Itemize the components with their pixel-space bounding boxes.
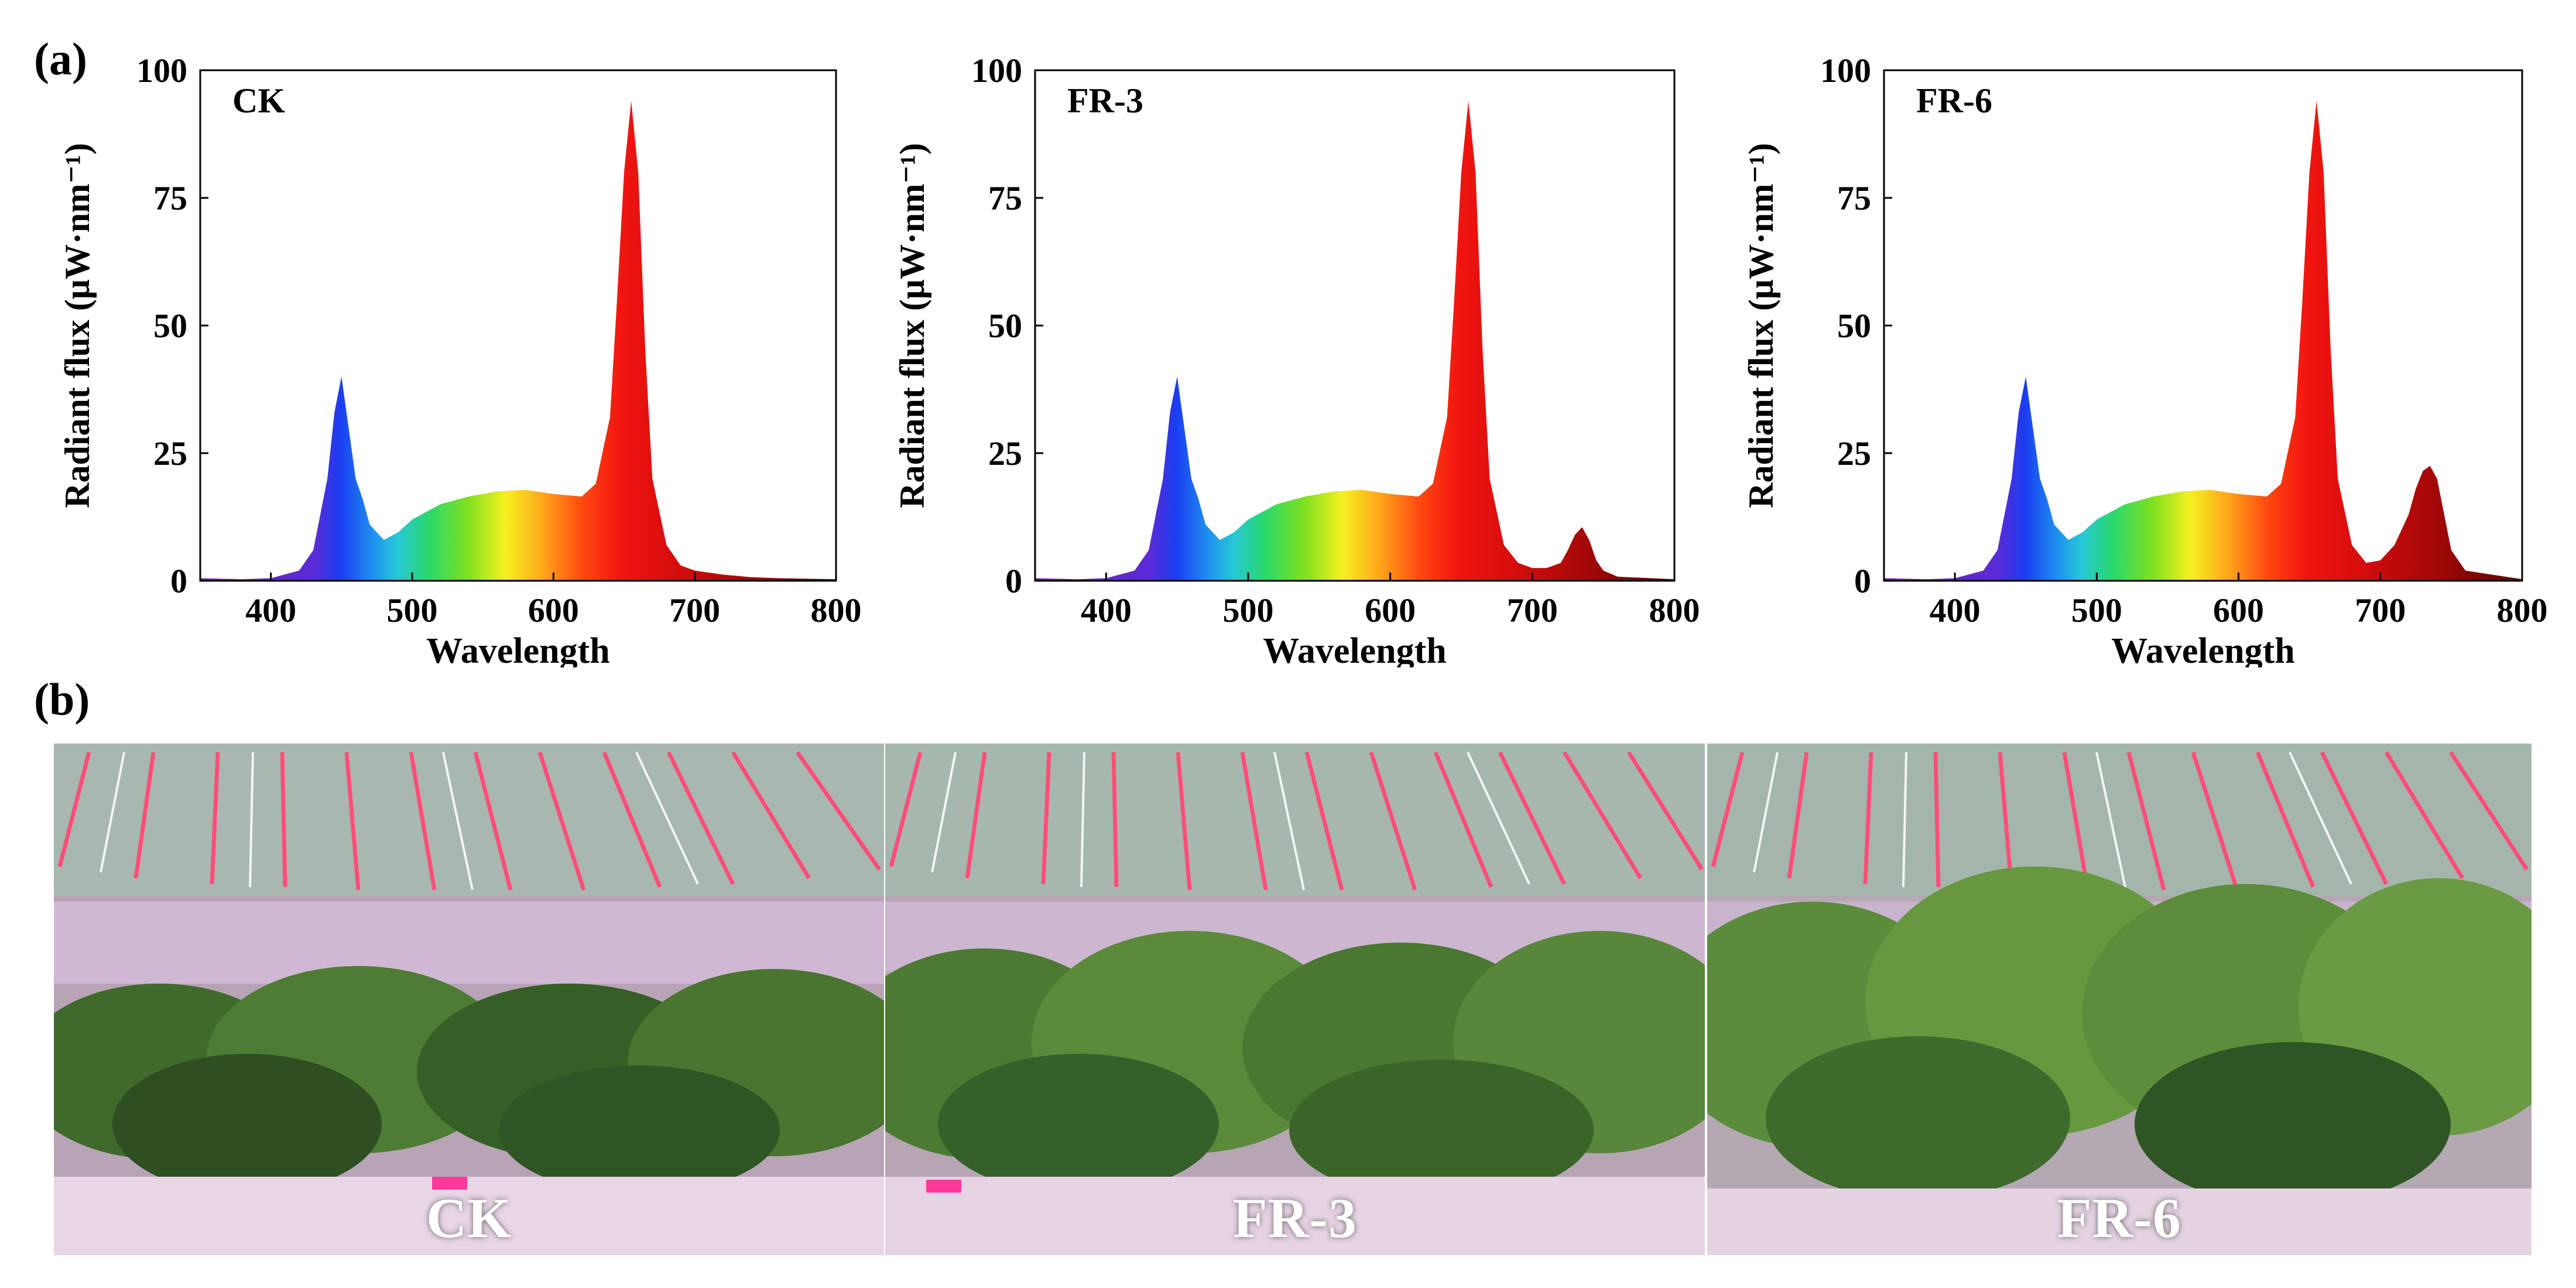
spectrum-area (1884, 101, 2522, 581)
y-tick-label: 100 (136, 52, 187, 90)
plant-photos: CK (54, 744, 2532, 1255)
y-tick-label: 0 (170, 562, 187, 600)
chart-title: CK (232, 81, 285, 120)
growth-room-image (1707, 744, 2532, 1255)
spectrum-area (1035, 101, 1674, 581)
chart-title: FR-6 (1916, 81, 1992, 120)
photo-fr3: FR-3 (885, 744, 1705, 1255)
x-tick-label: 600 (2213, 591, 2264, 629)
x-tick-label: 800 (1649, 591, 1700, 629)
chart-fr6: 400 500 600 700 800 0 25 50 75 100 FR-6 Wavelength R… (1742, 52, 2548, 667)
chart-title: FR-3 (1067, 81, 1143, 120)
x-tick-label: 600 (1365, 591, 1416, 629)
y-tick-label: 75 (153, 179, 187, 217)
x-axis-label: Wavelength (426, 631, 609, 667)
x-tick-label: 700 (1507, 591, 1558, 629)
y-tick-label: 75 (988, 179, 1022, 217)
y-tick-label: 50 (153, 307, 187, 345)
x-tick-label: 500 (2071, 591, 2122, 629)
photo-fr6: FR-6 (1707, 744, 2532, 1255)
y-axis-label: Radiant flux (μW·nm⁻¹) (1742, 143, 1780, 508)
chart-ck: 400 500 600 700 800 0 25 50 75 100 CK Wavelength Rad… (58, 52, 862, 667)
y-tick-label: 0 (1854, 562, 1871, 600)
photo-label-fr6: FR-6 (2057, 1187, 2181, 1249)
x-tick-label: 400 (1930, 591, 1981, 629)
y-tick-label: 100 (971, 52, 1022, 90)
y-tick-label: 100 (1820, 52, 1871, 90)
growth-room-image (885, 744, 1705, 1255)
y-tick-label: 0 (1005, 562, 1022, 600)
x-tick-label: 500 (1223, 591, 1274, 629)
panel-a-label: (a) (34, 33, 87, 84)
y-axis-label: Radiant flux (μW·nm⁻¹) (58, 143, 97, 508)
y-tick-label: 75 (1837, 179, 1871, 217)
x-axis-label: Wavelength (1263, 631, 1446, 667)
x-tick-label: 400 (245, 591, 296, 629)
x-tick-label: 800 (2497, 591, 2548, 629)
x-axis-label: Wavelength (2111, 631, 2294, 667)
y-tick-label: 50 (1837, 307, 1871, 345)
x-tick-label: 400 (1081, 591, 1132, 629)
x-tick-label: 600 (528, 591, 579, 629)
photo-label-ck: CK (426, 1187, 512, 1249)
spectra-figure: 400 500 600 700 8000255075100CKWavelengthRad… (58, 52, 2548, 667)
photo-label-fr3: FR-3 (1233, 1187, 1357, 1249)
y-tick-label: 50 (988, 307, 1022, 345)
photo-ck: CK (54, 744, 884, 1255)
x-tick-label: 700 (2355, 591, 2406, 629)
chart-fr3: 400 500 600 700 800 0 25 50 75 100 FR-3 Wavelength R… (893, 52, 1700, 667)
y-tick-label: 25 (153, 434, 187, 472)
panel-b-label: (b) (34, 674, 90, 725)
x-tick-label: 500 (387, 591, 438, 629)
y-tick-label: 25 (1837, 434, 1871, 472)
x-tick-label: 800 (811, 591, 862, 629)
x-tick-label: 700 (669, 591, 720, 629)
spectrum-area (200, 101, 836, 581)
growth-room-image (54, 744, 884, 1255)
y-tick-label: 25 (988, 434, 1022, 472)
y-axis-label: Radiant flux (μW·nm⁻¹) (893, 143, 931, 508)
